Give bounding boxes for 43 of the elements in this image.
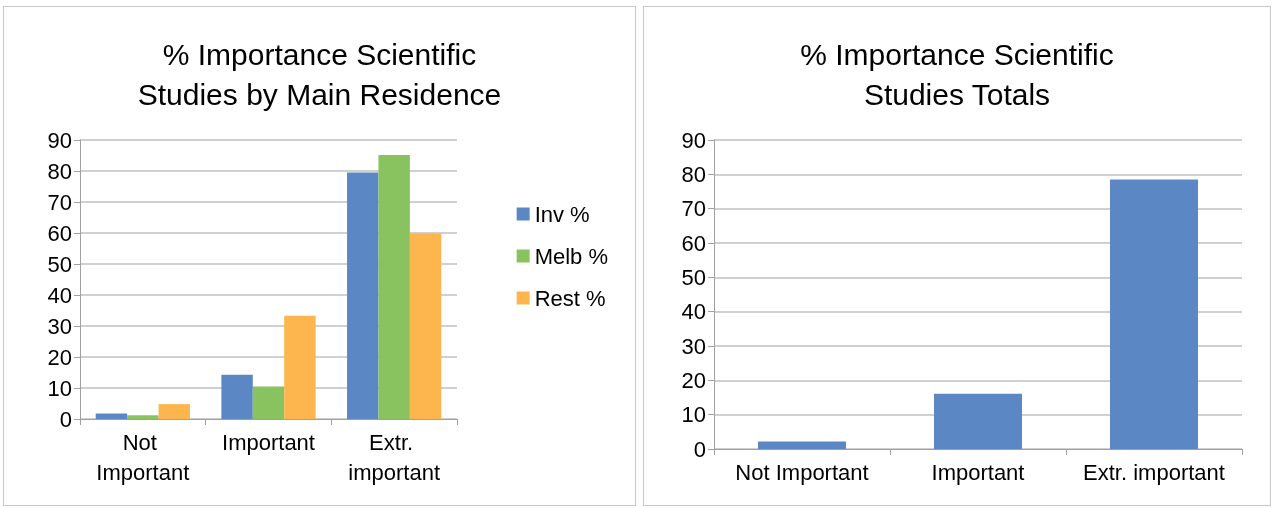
y-tick-label: 80: [47, 158, 72, 184]
chart-title: % Importance Scientific Studies Totals: [800, 37, 1114, 111]
y-tick-label: 90: [681, 127, 706, 153]
y-tick-label: 60: [681, 230, 706, 256]
y-tick-label: 20: [47, 344, 72, 370]
bar: [252, 386, 285, 419]
chart-title: % Importance Scientific Studies by Main Residence: [137, 37, 502, 111]
x-tick-label: Extr. important: [1083, 459, 1225, 485]
bar: [934, 393, 1022, 449]
x-tick-label: Important: [931, 459, 1025, 485]
x-tick-label: Not Important: [96, 429, 190, 485]
y-tick-label: 90: [47, 127, 72, 153]
y-tick-label: 80: [681, 161, 706, 187]
bar: [347, 172, 379, 419]
bar: [758, 441, 846, 449]
bar: [158, 404, 190, 419]
y-tick-label: 60: [47, 220, 72, 246]
x-tick-label: Not Important: [735, 459, 869, 485]
bar: [221, 374, 253, 419]
x-tick-label: Important: [222, 429, 315, 455]
legend-label: Inv %: [534, 201, 590, 227]
y-tick-label: 50: [47, 251, 72, 277]
y-tick-label: 70: [681, 196, 706, 222]
y-tick-label: 40: [681, 299, 706, 325]
bar: [409, 233, 442, 419]
bar: [127, 415, 159, 419]
bar: [378, 154, 410, 419]
bar: [1110, 179, 1198, 449]
x-tick-label: Extr. important: [348, 429, 441, 485]
bar: [95, 413, 128, 419]
y-tick-label: 10: [681, 402, 706, 428]
y-tick-label: 30: [47, 313, 72, 339]
legend-label: Rest %: [534, 285, 606, 311]
y-tick-label: 70: [47, 189, 72, 215]
y-tick-label: 50: [681, 264, 706, 290]
y-tick-label: 0: [693, 436, 706, 462]
y-tick-label: 10: [47, 375, 72, 401]
legend-label: Melb %: [534, 243, 608, 269]
y-tick-label: 20: [681, 367, 706, 393]
y-tick-label: 40: [47, 282, 72, 308]
y-tick-label: 0: [59, 406, 72, 432]
bar: [284, 315, 316, 419]
y-tick-label: 30: [681, 333, 706, 359]
